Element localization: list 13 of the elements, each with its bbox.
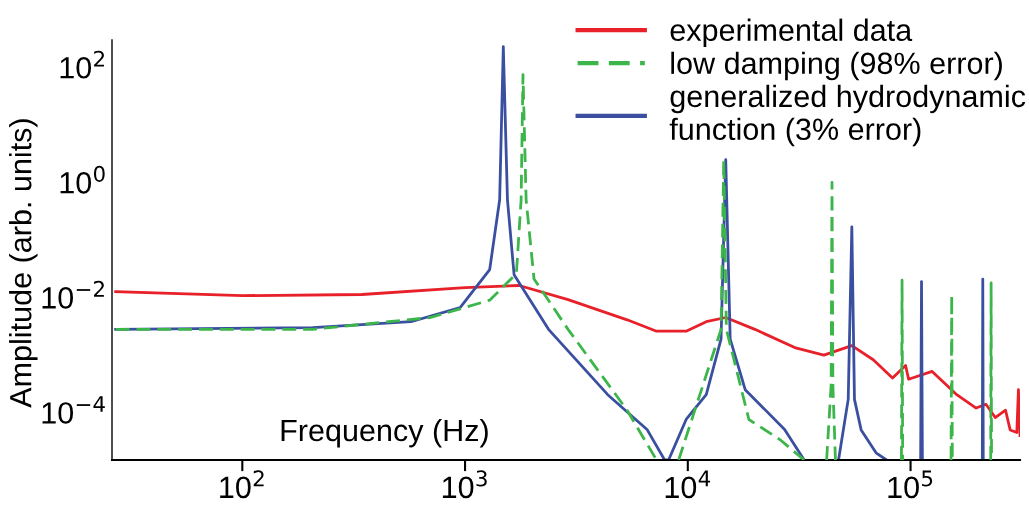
x-tick-label: 10$^{3}$	[442, 470, 487, 499]
y-tick-label: 10$^{−4}$	[42, 396, 105, 424]
legend-label: generalized hydrodynamic function (3% error)	[669, 84, 1026, 147]
y-axis-title: Amplitude (arb. units)	[9, 119, 38, 408]
x-tick-label: 10$^{4}$	[665, 470, 711, 499]
legend-label: low damping (98% error)	[671, 51, 1002, 81]
y-tick-label: 10$^{0}$	[60, 165, 105, 194]
y-tick-label: 10$^{−2}$	[42, 280, 104, 309]
x-tick-label: 10$^{5}$	[888, 470, 933, 499]
legend-label: experimental data	[670, 18, 913, 48]
x-tick-label: 10$^{2}$	[220, 470, 264, 499]
x-axis-title: Frequency (Hz)	[281, 418, 488, 448]
y-tick-label: 10$^{2}$	[60, 50, 104, 79]
